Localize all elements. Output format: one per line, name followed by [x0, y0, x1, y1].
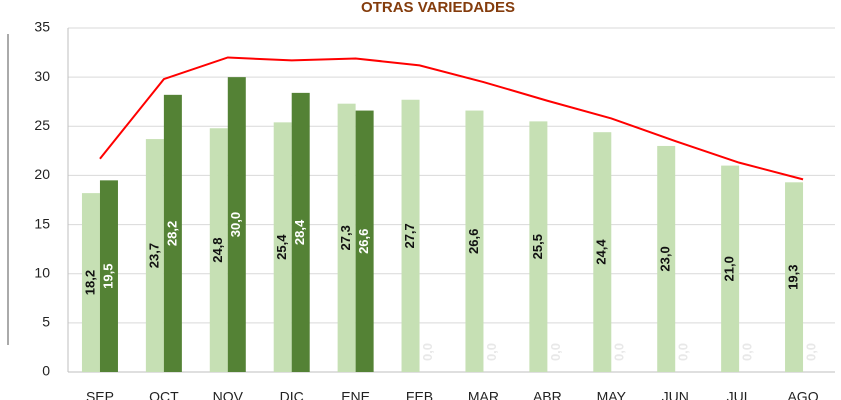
bar	[657, 145, 676, 372]
value-label: 0,0	[740, 343, 755, 361]
bar	[99, 180, 118, 372]
value-label: 25,5	[530, 234, 545, 259]
value-label: 25,4	[274, 234, 289, 260]
value-label: 27,3	[338, 225, 353, 250]
x-tick-label: AGO	[787, 389, 818, 400]
bar	[291, 92, 310, 373]
value-label: 0,0	[484, 343, 499, 361]
x-tick-label: DIC	[280, 389, 304, 400]
bar	[785, 182, 804, 372]
bar	[593, 132, 612, 372]
bar	[721, 165, 740, 372]
x-tick-label: MAY	[597, 389, 627, 400]
y-tick-label: 30	[34, 68, 50, 84]
value-label: 18,2	[82, 270, 97, 295]
chart-title: OTRAS VARIEDADES	[361, 0, 515, 16]
bar	[145, 139, 164, 372]
bar	[273, 122, 292, 373]
y-tick-label: 35	[34, 19, 50, 35]
y-tick-label: 20	[34, 166, 50, 182]
x-tick-label: JUN	[662, 389, 689, 400]
value-label: 28,4	[292, 219, 307, 245]
value-label: 24,4	[594, 239, 609, 265]
value-label: 23,0	[658, 246, 673, 271]
y-tick-label: 5	[42, 314, 50, 330]
bar	[227, 77, 246, 373]
x-tick-label: SEP	[86, 389, 114, 400]
value-label: 0,0	[676, 343, 691, 361]
value-label: 28,2	[164, 221, 179, 246]
value-label: 0,0	[803, 343, 818, 361]
value-label: 0,0	[548, 343, 563, 361]
bar	[81, 193, 100, 372]
bar	[209, 128, 228, 372]
x-tick-label: ABR	[533, 389, 562, 400]
value-label: 30,0	[228, 212, 243, 237]
bar	[465, 110, 484, 372]
value-label: 23,7	[146, 243, 161, 268]
x-tick-label: ENE	[341, 389, 370, 400]
y-tick-label: 0	[42, 363, 50, 379]
y-tick-label: 10	[34, 264, 50, 280]
x-tick-label: MAR	[468, 389, 499, 400]
x-tick-label: JUL	[727, 389, 752, 400]
value-label: 0,0	[612, 343, 627, 361]
line	[99, 56, 804, 181]
bar	[401, 99, 420, 373]
y-tick-label: 15	[34, 215, 50, 231]
value-label: 26,6	[466, 229, 481, 254]
bar	[355, 110, 374, 372]
x-tick-label: FEB	[406, 389, 433, 400]
value-label: 21,0	[722, 256, 737, 281]
value-label: 0,0	[420, 343, 435, 361]
value-label: 19,3	[785, 264, 800, 289]
bar	[529, 121, 548, 372]
y-tick-label: 25	[34, 117, 50, 133]
value-label: 24,8	[210, 237, 225, 262]
bar	[337, 103, 356, 373]
x-tick-label: NOV	[213, 389, 244, 400]
value-label: 19,5	[100, 264, 115, 289]
value-label: 27,7	[402, 223, 417, 248]
x-tick-label: OCT	[149, 389, 179, 400]
bar	[163, 94, 182, 372]
value-label: 26,6	[356, 229, 371, 254]
